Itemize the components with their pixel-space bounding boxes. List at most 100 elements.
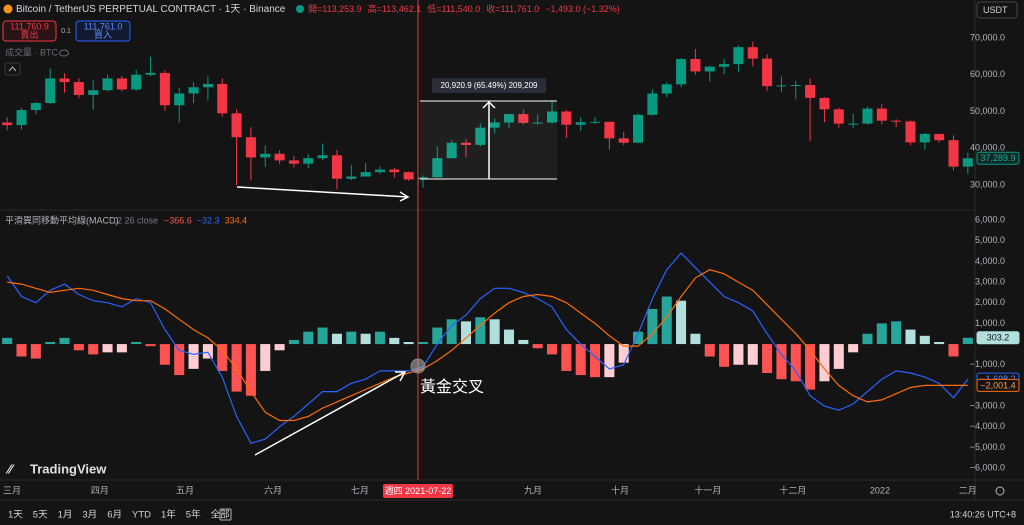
candle-body	[862, 108, 873, 124]
symbol-title[interactable]: Bitcoin / TetherUS PERPETUAL CONTRACT · …	[16, 4, 286, 15]
histogram-bar	[676, 300, 687, 345]
histogram-bar	[733, 344, 744, 365]
candle-body	[2, 122, 13, 126]
date-range-icon[interactable]	[219, 508, 232, 521]
range-button[interactable]: YTD	[132, 510, 151, 521]
histogram-bar	[174, 344, 185, 376]
y-tick-label: −6,000.0	[970, 462, 1005, 472]
histogram-bar	[446, 319, 457, 345]
histogram-bar	[805, 344, 816, 390]
histogram-bar	[432, 327, 443, 345]
market-status	[296, 5, 304, 13]
visibility-icon[interactable]	[59, 49, 69, 57]
range-button[interactable]: 5天	[33, 510, 48, 521]
y-tick-label: 60,000.0	[970, 69, 1005, 79]
histogram-bar	[389, 337, 400, 345]
signal-last-label-box	[976, 378, 1020, 392]
collapse-icon	[8, 66, 17, 72]
range-button[interactable]: 1天	[8, 510, 23, 521]
candle-body	[633, 114, 644, 143]
histogram-bar	[948, 344, 959, 357]
ohlc-value: 收=111,761.0	[486, 3, 539, 14]
x-tick-label: 2022	[870, 485, 890, 495]
toolbar: 1天 5天 1月 3月 6月 YTD 1年 5年 全部	[8, 509, 230, 521]
y-tick-label: 2,000.0	[975, 297, 1005, 307]
range-button[interactable]: 5年	[186, 509, 201, 521]
candle-body	[446, 142, 457, 159]
histogram-bar	[532, 344, 543, 349]
histogram-bar	[16, 344, 27, 357]
candle-body	[460, 142, 472, 145]
histogram-bar	[245, 344, 256, 396]
histogram-bar	[360, 333, 371, 345]
candle-body	[16, 110, 27, 126]
x-tick-label: 十一月	[694, 484, 721, 495]
signal-line	[7, 269, 968, 422]
candle-body	[819, 97, 830, 110]
x-tick-label: 二月	[959, 485, 977, 495]
candle-body	[561, 111, 572, 125]
buy-label: 買入	[94, 30, 112, 40]
range-button[interactable]: 3月	[82, 510, 97, 521]
collapse-button[interactable]	[4, 62, 21, 76]
histogram-bar	[346, 331, 357, 345]
candle-body	[590, 121, 601, 123]
buy-button[interactable]	[75, 20, 131, 42]
candle-body	[532, 122, 543, 124]
sell-button[interactable]	[2, 20, 57, 42]
histogram-bar	[661, 296, 672, 345]
y-tick-label: −1,000.0	[970, 359, 1005, 369]
y-tick-label: 1,000.0	[975, 318, 1005, 328]
drawings: 20,920.9 (65.49%) 209,209 黃金交叉	[236, 78, 557, 456]
logo[interactable]: TradingView	[30, 461, 107, 476]
histogram-bar	[719, 344, 730, 367]
candle-body	[475, 127, 486, 145]
y-tick-label: 70,000.0	[970, 32, 1005, 42]
indicator-value: 334.4	[225, 215, 248, 225]
candle-body	[88, 90, 99, 95]
histogram-bar	[833, 344, 844, 369]
currency-select[interactable]	[976, 1, 1018, 19]
signal-last-label: −2,001.4	[980, 380, 1015, 390]
histogram-bar	[503, 329, 515, 345]
histogram-bar	[518, 339, 529, 345]
y-tick-label: 40,000.0	[970, 143, 1005, 153]
candle-body	[661, 84, 672, 94]
range-button[interactable]: 1月	[58, 510, 73, 521]
histogram-bar	[891, 321, 902, 345]
range-button[interactable]: 1年	[161, 509, 176, 521]
candle-body	[245, 137, 256, 158]
buy-price: 111,761.0	[84, 21, 123, 31]
candle-body	[317, 155, 328, 159]
histogram-bar	[919, 335, 930, 345]
candle-body	[202, 83, 213, 88]
candle-body	[360, 172, 371, 177]
candle-body	[403, 172, 414, 180]
last-price-label: 37,289.9	[980, 153, 1015, 163]
histogram-last-label-box	[976, 331, 1020, 345]
y-tick-label: −4,000.0	[970, 421, 1005, 431]
histogram-bar	[288, 339, 299, 345]
cross-point	[410, 358, 426, 374]
candle-body	[288, 160, 299, 164]
candle-body	[145, 72, 156, 75]
x-tick-label: 七月	[351, 485, 369, 495]
histogram-bar	[762, 344, 773, 374]
histogram-bar	[561, 344, 572, 371]
candle-body	[790, 85, 801, 87]
settings-icon[interactable]	[995, 486, 1005, 496]
indicator-title: 平滑異同移動平均線(MACD)	[5, 214, 119, 225]
y-tick-label: 30,000.0	[970, 179, 1005, 189]
crosshair-label: 週四 2021-07-22	[385, 486, 452, 496]
histogram-bar	[317, 327, 328, 345]
candle-body	[116, 78, 127, 90]
candle-body	[833, 109, 844, 124]
candle-body	[374, 169, 385, 173]
histogram-bar	[489, 319, 500, 345]
candle-body	[618, 138, 629, 143]
histogram-bar	[403, 342, 414, 345]
histogram-bar	[116, 344, 127, 353]
histogram-bar	[862, 333, 873, 345]
range-button[interactable]: 6月	[107, 510, 122, 521]
measure-label: 20,920.9 (65.49%) 209,209	[441, 81, 539, 90]
